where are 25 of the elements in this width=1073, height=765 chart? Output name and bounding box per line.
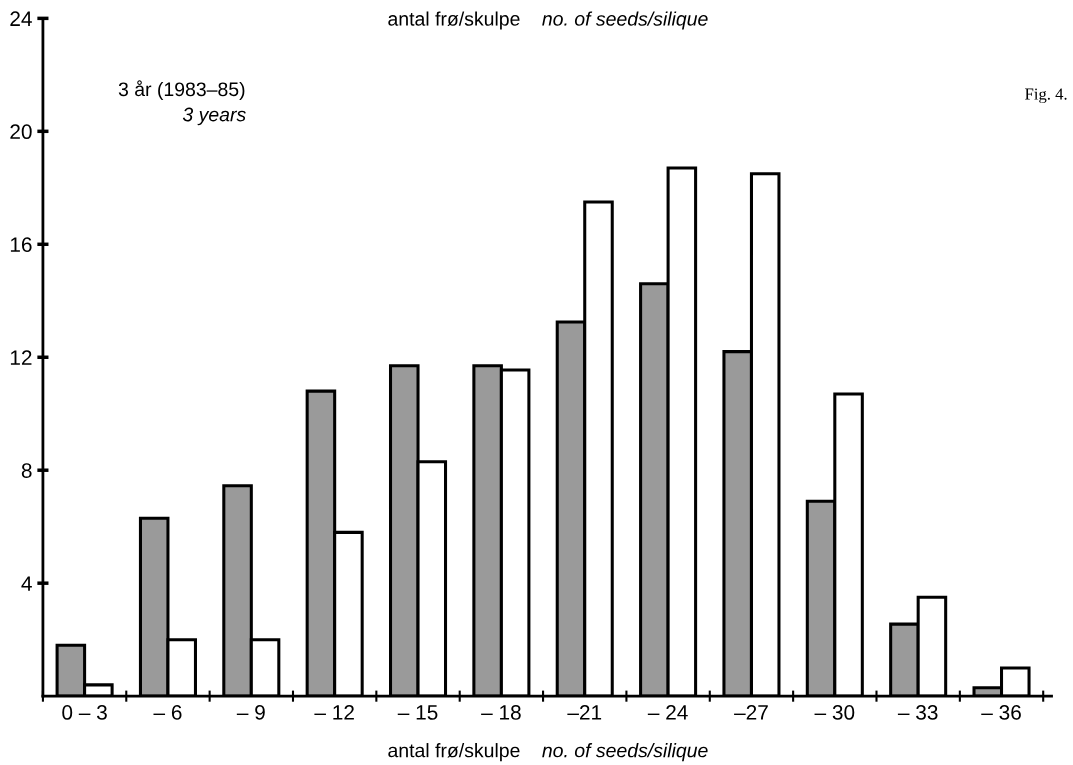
x-tick-label: – 6 <box>153 705 182 720</box>
annotation: 3 years <box>182 107 246 126</box>
x-tick-label: – 9 <box>236 705 265 720</box>
text: no. of seeds/silique <box>542 743 708 762</box>
x-tick-label: –21 <box>567 705 602 720</box>
x-tick-label: – 33 <box>897 705 938 720</box>
y-tick-label: 16 <box>10 237 32 253</box>
y-tick-label: 4 <box>21 576 32 591</box>
annotation: antal frø/skulpe <box>388 11 520 30</box>
x-tick-label: – 36 <box>981 705 1021 720</box>
annotation: Fig. 4. <box>1025 88 1067 104</box>
annotation: 3 år (1983–85) <box>118 80 245 101</box>
x-tick-label: – 18 <box>481 705 521 720</box>
y-tick-label: 8 <box>21 463 32 478</box>
annotation: no. of seeds/silique <box>542 11 708 30</box>
x-tick-label: 0 – 3 <box>62 705 107 720</box>
y-tick-label: 24 <box>10 11 32 26</box>
x-tick-label: – 24 <box>647 705 688 720</box>
x-tick-label: –27 <box>734 705 768 720</box>
x-tick-label: – 12 <box>314 705 354 720</box>
y-tick-label: 20 <box>10 124 32 140</box>
x-tick-label: – 30 <box>814 705 855 720</box>
x-tick-label: – 15 <box>397 705 438 720</box>
text: antal frø/skulpe <box>388 743 520 762</box>
y-tick-label: 12 <box>10 350 32 365</box>
